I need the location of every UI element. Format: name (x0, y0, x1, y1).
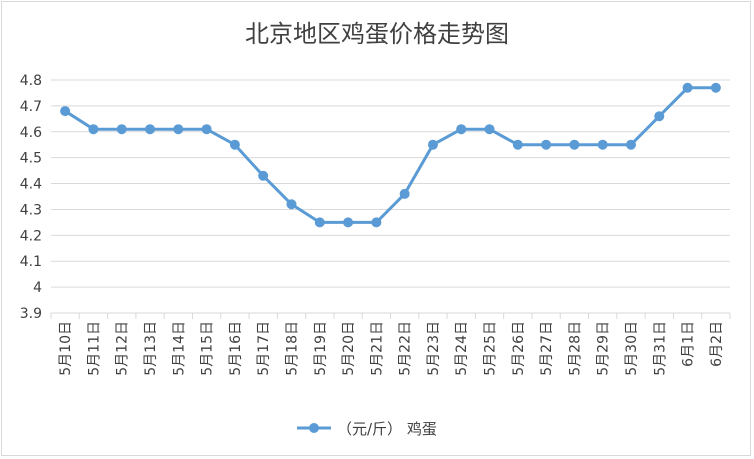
data-point (569, 139, 580, 150)
x-tick-label: 5月26日 (511, 321, 527, 376)
chart-title: 北京地区鸡蛋价格走势图 (245, 20, 509, 48)
series-group (60, 82, 721, 228)
x-tick-label: 6月1日 (681, 321, 697, 367)
data-point (145, 124, 156, 135)
data-point (710, 82, 721, 93)
y-tick-label: 4.4 (20, 177, 42, 193)
legend-label: （元/斤） 鸡蛋 (337, 420, 437, 438)
data-point (597, 139, 608, 150)
x-tick-label: 5月13日 (143, 321, 159, 376)
data-point (456, 124, 467, 135)
legend: （元/斤） 鸡蛋 (297, 420, 437, 438)
x-tick-label: 5月20日 (341, 321, 357, 376)
y-tick-label: 3.9 (20, 306, 42, 322)
x-tick-label: 5月25日 (483, 321, 499, 376)
x-tick-label: 5月18日 (284, 321, 300, 376)
data-point (286, 199, 297, 210)
x-tick-label: 5月10日 (58, 321, 74, 376)
x-tick-label: 5月29日 (596, 321, 612, 376)
data-point (399, 188, 410, 199)
data-point (258, 170, 269, 181)
x-tick-label: 6月2日 (709, 321, 725, 367)
x-tick-label: 5月27日 (539, 321, 555, 376)
y-tick-label: 4 (33, 280, 42, 296)
data-point (60, 106, 71, 117)
x-tick-label: 5月31日 (652, 321, 668, 376)
x-tick-label: 5月28日 (567, 321, 583, 376)
data-point (88, 124, 99, 135)
data-point (201, 124, 212, 135)
x-tick-label: 5月12日 (115, 321, 131, 376)
x-tick-label: 5月30日 (624, 321, 640, 376)
data-point (173, 124, 184, 135)
y-axis-ticks: 3.9 4 4.1 4.2 4.3 4.4 4.5 4.6 4.7 4.8 (20, 73, 42, 322)
x-tick-label: 5月17日 (256, 321, 272, 376)
data-point (541, 139, 552, 150)
series-line (64, 86, 716, 224)
data-point (512, 139, 523, 150)
x-tick-label: 5月19日 (313, 321, 329, 376)
data-point (116, 124, 127, 135)
data-point (371, 217, 382, 228)
x-tick-label: 5月16日 (228, 321, 244, 376)
y-tick-label: 4.3 (20, 202, 42, 218)
x-tick-label: 5月21日 (369, 321, 385, 376)
gridlines (51, 79, 730, 314)
y-tick-label: 4.2 (20, 228, 42, 244)
y-tick-label: 4.8 (20, 73, 42, 89)
data-point (625, 139, 636, 150)
legend-marker (309, 423, 319, 433)
data-point (229, 139, 240, 150)
data-point (314, 217, 325, 228)
data-point (427, 139, 438, 150)
y-tick-label: 4.1 (20, 254, 42, 270)
x-axis-ticks: 5月10日 5月11日 5月12日 5月13日 5月14日 5月15日 5月16日 5月17日… (50, 313, 731, 376)
data-point (682, 82, 693, 93)
data-point (484, 124, 495, 135)
y-tick-label: 4.5 (20, 151, 42, 167)
x-tick-label: 5月23日 (426, 321, 442, 376)
data-point (654, 111, 665, 122)
x-tick-label: 5月24日 (454, 321, 470, 376)
data-point (343, 217, 354, 228)
x-tick-label: 5月15日 (200, 321, 216, 376)
x-tick-label: 5月14日 (171, 321, 187, 376)
y-tick-label: 4.7 (20, 99, 42, 115)
x-tick-label: 5月22日 (398, 321, 414, 376)
x-tick-label: 5月11日 (86, 321, 102, 376)
y-tick-label: 4.6 (20, 125, 42, 141)
